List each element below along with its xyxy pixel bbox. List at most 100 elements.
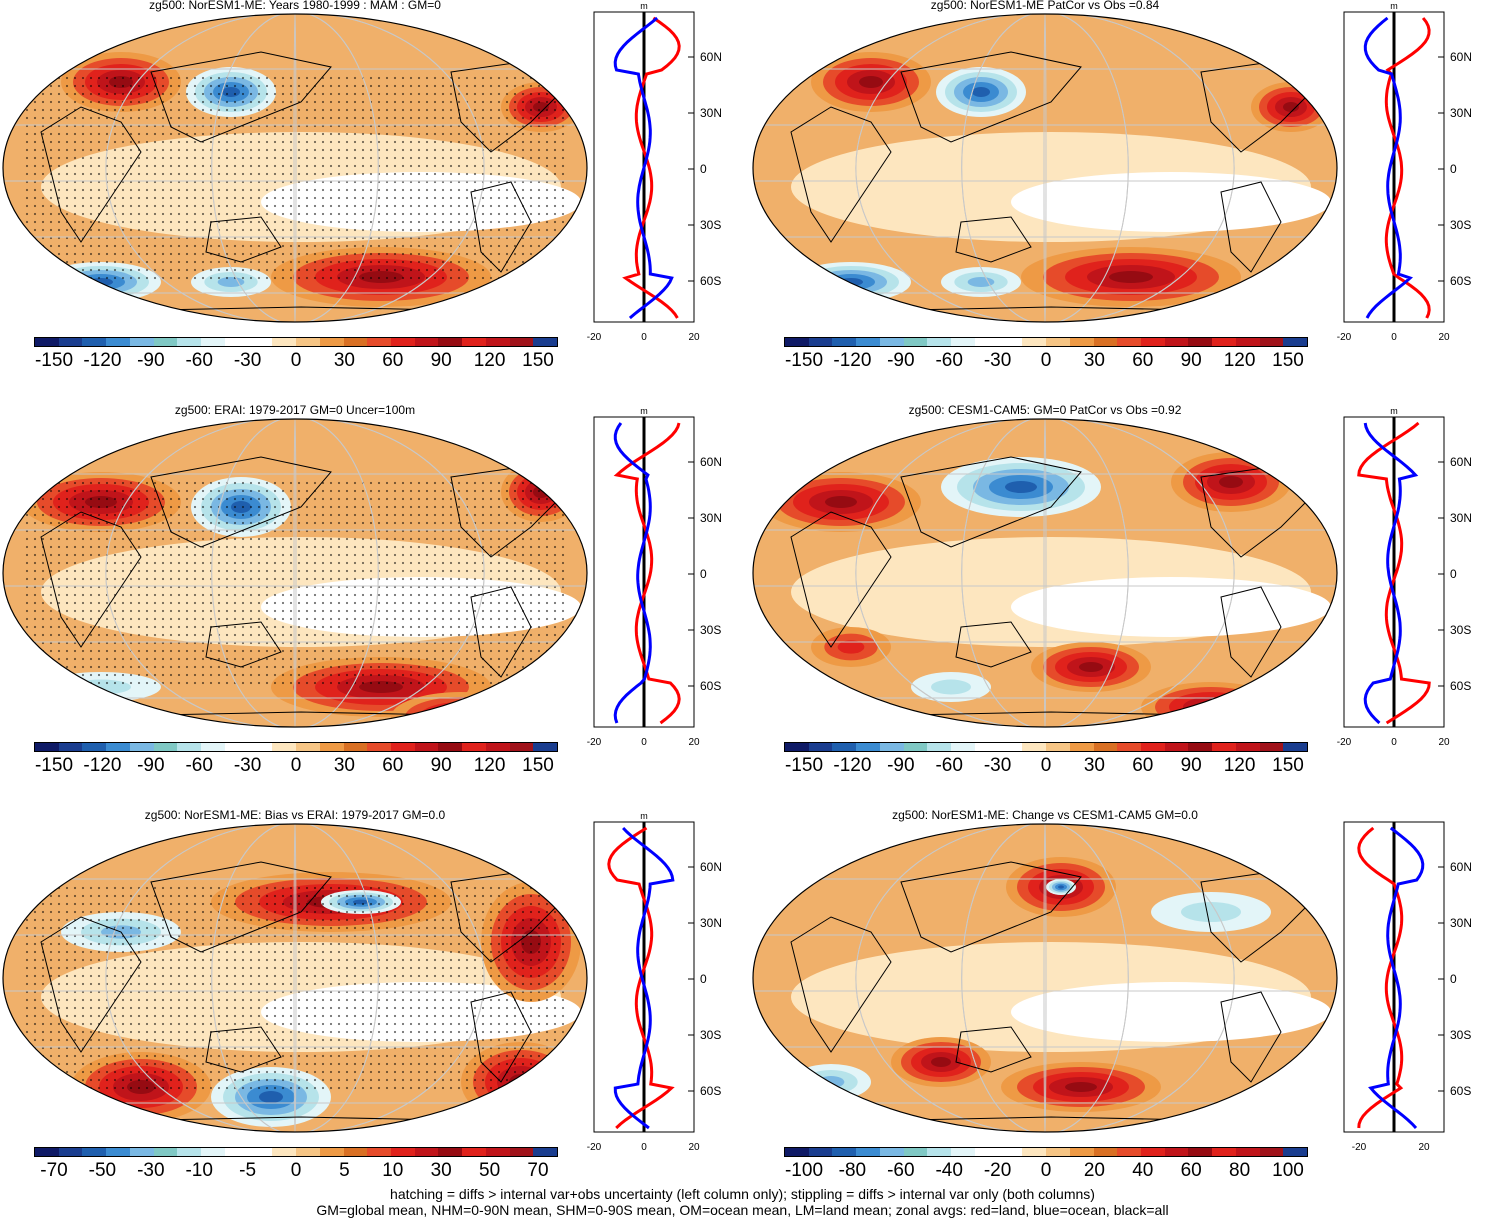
- field-contour: [837, 640, 865, 654]
- colorbar-swatch: [1141, 1148, 1165, 1156]
- x-tick-label: 20: [1418, 1142, 1430, 1153]
- colorbar-tick-label: -20: [983, 1160, 1012, 1181]
- coastline: [470, 991, 532, 1083]
- colorbar-swatch: [82, 1148, 107, 1156]
- stippling: [21, 72, 569, 284]
- zonal-unit-label: m: [1390, 406, 1398, 416]
- colorbar-tick-label: 60: [1132, 755, 1154, 776]
- colorbar-swatch: [343, 1148, 368, 1156]
- field-contour: [859, 76, 883, 88]
- x-tick-label: 20: [688, 737, 700, 748]
- lat-tick-label: 0: [700, 162, 707, 176]
- x-tick-label: 20: [688, 1142, 700, 1153]
- colorbar-swatch: [509, 1148, 534, 1156]
- colorbar-swatch: [1022, 338, 1047, 346]
- x-tick-label: 20: [1438, 737, 1450, 748]
- colorbar-swatch: [974, 338, 999, 346]
- colorbar-tick-label: -80: [838, 1160, 867, 1181]
- field-contour: [1219, 476, 1243, 488]
- map-container: [751, 822, 1339, 1139]
- colorbar-tick-label: 100: [1272, 1160, 1304, 1181]
- field-contour: [1011, 172, 1331, 232]
- colorbar-tick-label: -150: [784, 350, 824, 371]
- coastline: [790, 106, 892, 243]
- colorbar-swatch: [1188, 743, 1213, 751]
- colorbar-swatch: [1259, 743, 1284, 751]
- colorbar-tick-label: -30: [233, 350, 262, 371]
- panel-p4: zg500: CESM1-CAM5: GM=0 PatCor vs Obs =0…: [750, 403, 1485, 805]
- colorbar-swatch: [58, 1148, 83, 1156]
- colorbar-swatch: [533, 338, 558, 346]
- series-ocean: [613, 826, 675, 1130]
- colorbar-swatch: [1235, 743, 1260, 751]
- map-plot: [2, 823, 588, 1133]
- x-tick-label: 0: [641, 737, 647, 748]
- coastline: [40, 106, 142, 243]
- field-contour: [447, 712, 475, 722]
- colorbar-swatch: [1093, 338, 1118, 346]
- zonal-mean-plot: m 60N 30N 0 30S 60S -20 0 20: [1337, 406, 1472, 748]
- colorbar-swatch: [224, 743, 249, 751]
- colorbar-swatch: [272, 1148, 297, 1156]
- longitude-line: [293, 14, 297, 322]
- x-tick-label: 0: [1391, 737, 1397, 748]
- field-contour: [967, 277, 995, 287]
- map-container: [1, 822, 589, 1139]
- zonal-container: m 60N 30N 0 30S 60S -20 0 20: [586, 405, 722, 755]
- lat-tick-label: 0: [700, 567, 707, 581]
- panel-title: zg500: NorESM1-ME: Bias vs ERAI: 1979-20…: [144, 808, 446, 822]
- colorbar-swatch: [177, 338, 202, 346]
- colorbar-swatch: [177, 743, 202, 751]
- colorbar-tick-label: -70: [40, 1160, 68, 1181]
- map-border: [2, 823, 588, 1133]
- longitude-line: [1043, 824, 1047, 1132]
- lat-tick-label: 30S: [1450, 623, 1471, 637]
- field-contour: [1011, 982, 1331, 1042]
- colorbar-swatch: [485, 1148, 510, 1156]
- colorbar-tick-label: 120: [473, 755, 506, 776]
- colorbar-tick-label: 150: [522, 755, 554, 776]
- colorbar-tick-label: -100: [784, 1160, 824, 1181]
- zonal-container: 60N 30N 0 30S 60S -20 20: [1336, 810, 1472, 1160]
- colorbar-swatch: [485, 338, 510, 346]
- lat-tick-label: 60N: [1450, 455, 1471, 469]
- colorbar-swatch: [533, 743, 558, 751]
- colorbar-swatch: [903, 743, 928, 751]
- colorbar: [784, 337, 1308, 347]
- longitude-line: [1043, 419, 1047, 727]
- map-plot: [752, 418, 1338, 728]
- colorbar-tick-label: 150: [522, 350, 554, 371]
- zonal-container: m 60N 30N 0 30S 60S -20 0 20: [1336, 0, 1472, 350]
- colorbar-tick-label: 30: [1083, 350, 1105, 371]
- colorbar-tick-label: -60: [935, 755, 963, 776]
- colorbar-tick-label: -60: [887, 1160, 915, 1181]
- colorbar-tick-label: -60: [185, 350, 213, 371]
- colorbar-tick-label: -120: [83, 350, 122, 371]
- colorbar-swatch: [998, 743, 1023, 751]
- colorbar-tick-label: 60: [382, 755, 404, 776]
- colorbar-swatch: [1046, 743, 1070, 751]
- x-tick-label: 20: [1438, 332, 1450, 343]
- lat-tick-label: 30S: [700, 218, 721, 232]
- colorbar-tick-label: 0: [1040, 755, 1052, 776]
- colorbar-tick-label: 0: [290, 755, 302, 776]
- zonal-mean-plot: m 60N 30N 0 30S 60S -20 0 20: [1337, 1, 1472, 343]
- colorbar-swatch: [153, 743, 178, 751]
- series-land: [607, 826, 675, 1130]
- colorbar-swatch: [272, 743, 297, 751]
- colorbar-swatch: [832, 1148, 857, 1156]
- colorbar-tick-label: 120: [1223, 350, 1256, 371]
- field-contour: [1169, 692, 1253, 722]
- colorbar-swatch: [343, 743, 368, 751]
- zonal-mean-plot: 60N 30N 0 30S 60S -20 20: [1343, 821, 1472, 1153]
- colorbar-swatch: [201, 338, 225, 346]
- colorbar-tick-label: 30: [430, 1160, 452, 1181]
- zonal-unit-label: m: [640, 406, 648, 416]
- colorbar-swatch: [1069, 338, 1094, 346]
- colorbar-swatch: [998, 338, 1023, 346]
- colorbar-swatch: [1283, 338, 1308, 346]
- coastline: [205, 621, 282, 668]
- map-plot: [2, 13, 588, 323]
- colorbar-tick-label: 30: [1083, 755, 1105, 776]
- colorbar-labels: -70 -50 -30 -10 -5 0 5 10 30 50 70: [34, 1160, 558, 1182]
